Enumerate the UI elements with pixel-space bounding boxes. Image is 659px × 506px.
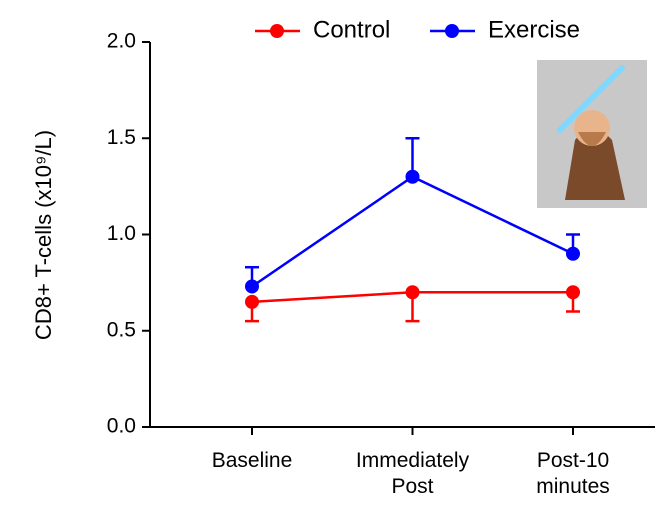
y-tick-label: 1.0	[107, 222, 136, 245]
marker	[566, 285, 580, 299]
y-tick-label: 2.0	[107, 30, 136, 53]
legend-label: Exercise	[488, 16, 580, 43]
marker	[406, 285, 420, 299]
legend-label: Control	[313, 16, 390, 43]
x-tick-label: Baseline	[172, 448, 332, 474]
marker	[566, 247, 580, 261]
legend-marker	[270, 24, 284, 38]
marker	[245, 295, 259, 309]
y-tick-label: 0.0	[107, 415, 136, 438]
marker	[406, 170, 420, 184]
x-tick-label: Post-10 minutes	[493, 448, 653, 500]
y-axis-label: CD8+ T-cells (x10⁹/L)	[31, 130, 56, 340]
x-tick-label: Immediately Post	[333, 448, 493, 500]
chart: CD8+ T-cells (x10⁹/L) 0.0 0.5 1.0 1.5 2.0 Con…	[0, 0, 659, 506]
picture	[537, 60, 647, 208]
series-line	[252, 177, 573, 287]
marker	[245, 279, 259, 293]
y-tick-label: 0.5	[107, 318, 136, 341]
page: CD8+ T-cells (x10⁹/L) 0.0 0.5 1.0 1.5 2.0 Con…	[0, 0, 659, 506]
y-tick-label: 1.5	[107, 126, 136, 149]
legend-marker	[445, 24, 459, 38]
